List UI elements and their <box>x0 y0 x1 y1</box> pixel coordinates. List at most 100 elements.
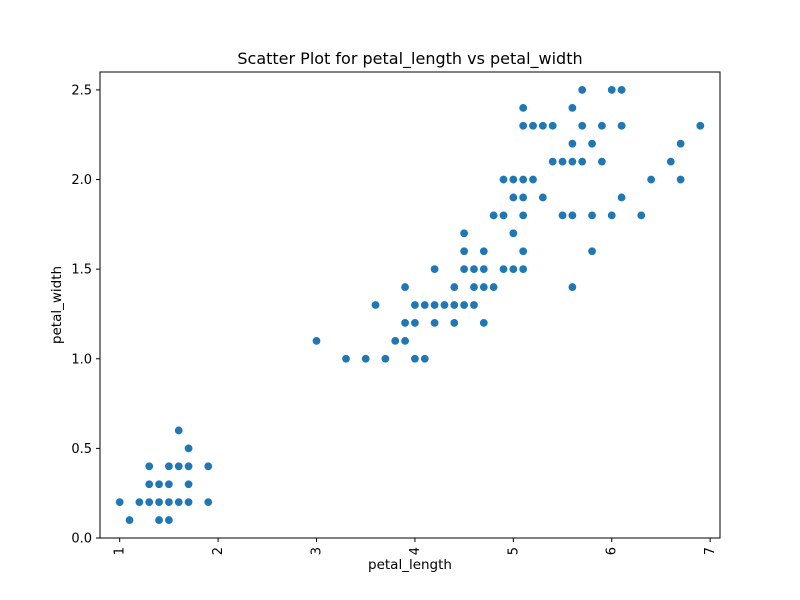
data-point <box>617 85 627 95</box>
data-point <box>587 139 597 149</box>
data-point <box>666 157 676 167</box>
data-point <box>410 318 420 328</box>
data-point <box>144 461 154 471</box>
data-point <box>430 300 440 310</box>
data-point <box>518 175 528 185</box>
data-point <box>410 300 420 310</box>
data-point <box>489 282 499 292</box>
data-point <box>508 175 518 185</box>
data-point <box>567 282 577 292</box>
data-point <box>184 443 194 453</box>
data-point <box>341 354 351 364</box>
data-point <box>390 336 400 346</box>
y-axis-label: petal_width <box>49 266 65 344</box>
data-point <box>115 497 125 507</box>
data-point <box>184 497 194 507</box>
x-axis-label: petal_length <box>368 557 452 573</box>
data-point <box>617 192 627 202</box>
data-point <box>695 121 705 131</box>
data-point <box>498 210 508 220</box>
data-points <box>115 85 705 525</box>
data-point <box>567 210 577 220</box>
data-point <box>597 157 607 167</box>
data-point <box>459 228 469 238</box>
data-point <box>184 479 194 489</box>
data-point <box>597 121 607 131</box>
data-point <box>528 175 538 185</box>
data-point <box>164 461 174 471</box>
y-tick-label: 1.0 <box>71 352 92 367</box>
data-point <box>400 282 410 292</box>
data-point <box>154 515 164 525</box>
data-point <box>518 210 528 220</box>
data-point <box>646 175 656 185</box>
data-point <box>577 121 587 131</box>
data-point <box>125 515 135 525</box>
data-point <box>607 85 617 95</box>
x-tick-label: 7 <box>703 547 718 555</box>
x-tick-label: 4 <box>408 547 423 555</box>
data-point <box>607 210 617 220</box>
y-tick-label: 2.5 <box>71 83 92 98</box>
data-point <box>174 461 184 471</box>
data-point <box>508 228 518 238</box>
data-point <box>154 479 164 489</box>
data-point <box>538 192 548 202</box>
data-point <box>459 300 469 310</box>
y-axis-ticks: 0.0 0.5 1.0 1.5 2.0 2.5 <box>71 83 100 547</box>
x-axis-ticks: 1 2 3 4 5 6 7 <box>113 538 718 555</box>
data-point <box>144 497 154 507</box>
data-point <box>508 192 518 202</box>
data-point <box>508 264 518 274</box>
x-tick-label: 2 <box>211 547 226 555</box>
data-point <box>498 175 508 185</box>
data-point <box>577 157 587 167</box>
data-point <box>567 157 577 167</box>
data-point <box>164 497 174 507</box>
data-point <box>164 479 174 489</box>
data-point <box>558 210 568 220</box>
data-point <box>676 175 686 185</box>
data-point <box>636 210 646 220</box>
data-point <box>164 515 174 525</box>
data-point <box>459 246 469 256</box>
data-point <box>174 425 184 435</box>
data-point <box>479 282 489 292</box>
data-point <box>518 103 528 113</box>
data-point <box>420 354 430 364</box>
chart-title: Scatter Plot for petal_length vs petal_w… <box>237 49 582 69</box>
data-point <box>449 282 459 292</box>
data-point <box>558 157 568 167</box>
data-point <box>410 354 420 364</box>
data-point <box>469 300 479 310</box>
data-point <box>479 318 489 328</box>
data-point <box>577 85 587 95</box>
x-tick-label: 5 <box>506 547 521 555</box>
data-point <box>518 192 528 202</box>
data-point <box>312 336 322 346</box>
data-point <box>548 157 558 167</box>
data-point <box>439 300 449 310</box>
data-point <box>617 121 627 131</box>
x-tick-label: 3 <box>310 547 325 555</box>
y-tick-label: 2.0 <box>71 173 92 188</box>
data-point <box>203 461 213 471</box>
data-point <box>430 264 440 274</box>
data-point <box>676 139 686 149</box>
data-point <box>144 479 154 489</box>
data-point <box>203 497 213 507</box>
data-point <box>567 103 577 113</box>
data-point <box>371 300 381 310</box>
data-point <box>498 264 508 274</box>
data-point <box>587 246 597 256</box>
data-point <box>459 264 469 274</box>
data-point <box>174 497 184 507</box>
data-point <box>518 264 528 274</box>
x-tick-label: 6 <box>605 547 620 555</box>
data-point <box>400 318 410 328</box>
data-point <box>400 336 410 346</box>
data-point <box>449 300 459 310</box>
data-point <box>479 246 489 256</box>
data-point <box>548 121 558 131</box>
data-point <box>538 121 548 131</box>
